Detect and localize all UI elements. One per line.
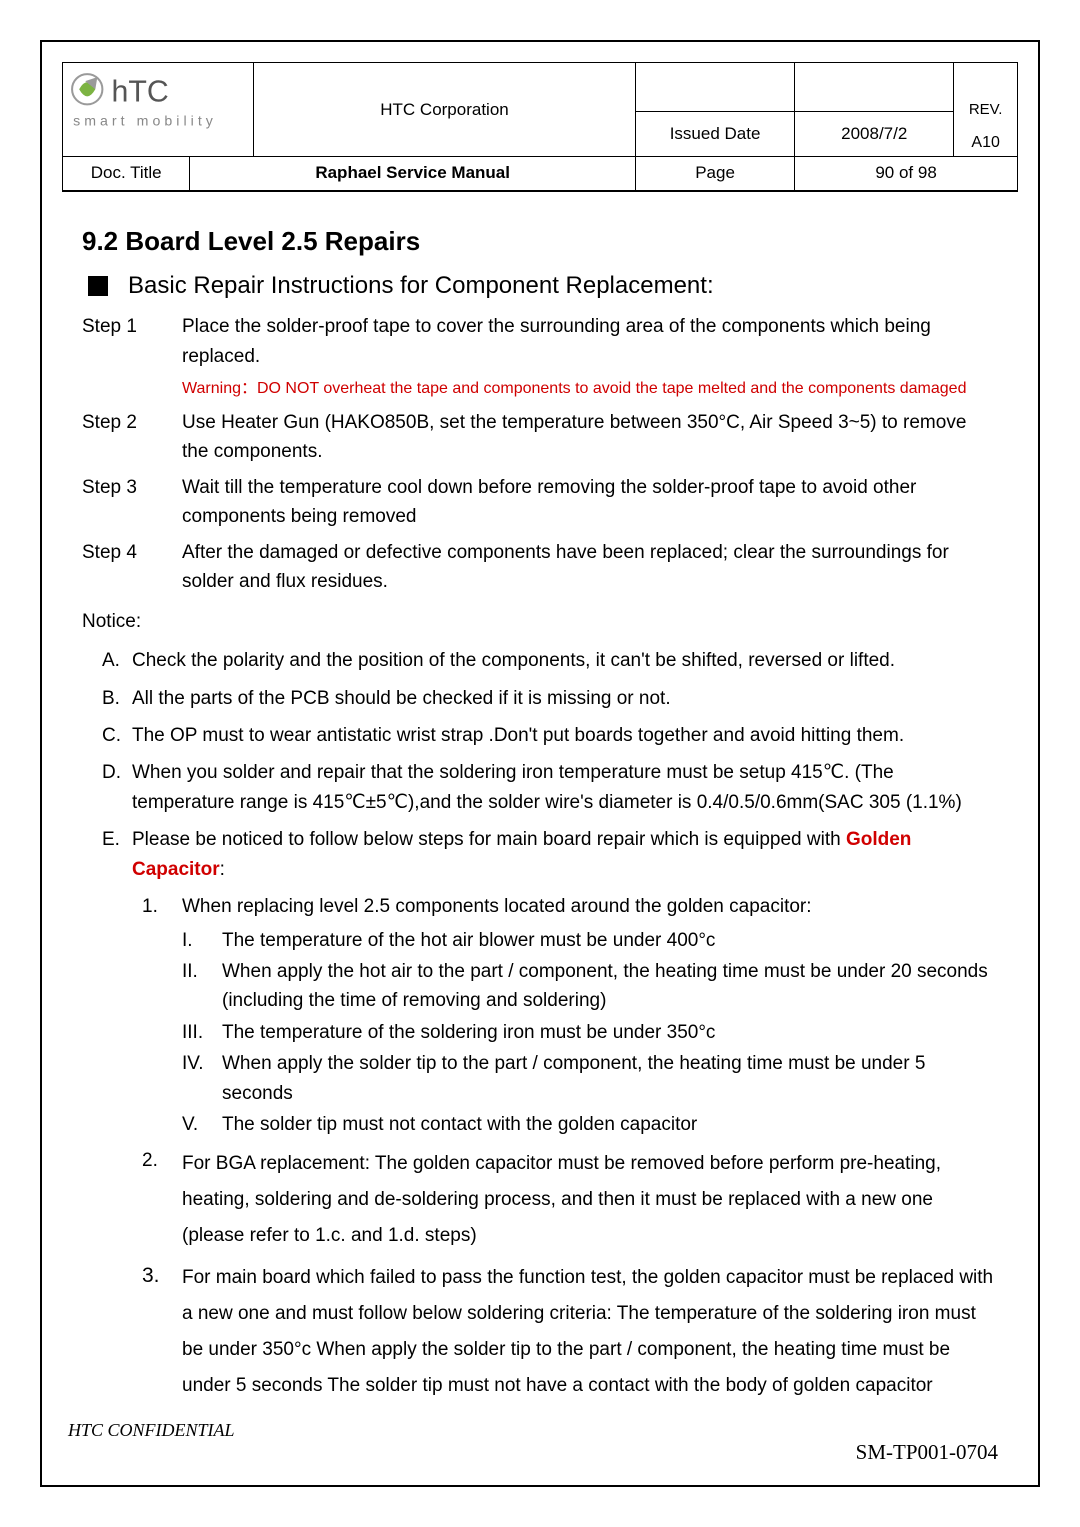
notice-e: E. Please be noticed to follow below ste… xyxy=(82,825,998,884)
subheading-row: Basic Repair Instructions for Component … xyxy=(82,267,998,304)
roman-item: IV.When apply the solder tip to the part… xyxy=(182,1049,998,1108)
page: hTC smart mobility HTC Corporation REV. … xyxy=(0,0,1080,1527)
notice-e-post: : xyxy=(220,859,225,880)
step-row: Step 4After the damaged or defective com… xyxy=(82,538,998,597)
roman-text: The temperature of the soldering iron mu… xyxy=(222,1018,715,1047)
svg-text:smart mobility: smart mobility xyxy=(73,113,217,129)
warning-text: Warning：DO NOT overheat the tape and com… xyxy=(182,377,998,402)
num-label: 3. xyxy=(142,1260,182,1404)
notice-text: When you solder and repair that the sold… xyxy=(132,758,998,817)
roman-item: III.The temperature of the soldering iro… xyxy=(182,1018,998,1047)
step-text: Wait till the temperature cool down befo… xyxy=(182,473,998,532)
notice-text: Check the polarity and the position of t… xyxy=(132,646,998,675)
notice-d: D. When you solder and repair that the s… xyxy=(82,758,998,817)
step-label: Step 3 xyxy=(82,473,182,532)
htc-logo: hTC smart mobility xyxy=(67,67,249,148)
roman-text: The solder tip must not contact with the… xyxy=(222,1110,697,1139)
step-text: Place the solder-proof tape to cover the… xyxy=(182,312,998,371)
roman-item: V.The solder tip must not contact with t… xyxy=(182,1110,998,1139)
footer-confidential: HTC CONFIDENTIAL xyxy=(68,1420,235,1441)
page-label: Page xyxy=(635,156,794,190)
notice-b: B. All the parts of the PCB should be ch… xyxy=(82,684,998,713)
notice-letter: D. xyxy=(82,758,132,817)
roman-item: II.When apply the hot air to the part / … xyxy=(182,957,998,1016)
section-heading: 9.2 Board Level 2.5 Repairs xyxy=(82,221,998,261)
logo-cell: hTC smart mobility xyxy=(63,63,254,158)
footer-docnum: SM-TP001-0704 xyxy=(856,1440,998,1465)
subheading: Basic Repair Instructions for Component … xyxy=(128,267,714,304)
step-text: Use Heater Gun (HAKO850B, set the temper… xyxy=(182,408,998,467)
rev-value: A10 xyxy=(955,134,1016,152)
doc-title: Raphael Service Manual xyxy=(190,156,636,190)
roman-text: The temperature of the hot air blower mu… xyxy=(222,926,715,955)
notice-heading: Notice: xyxy=(82,607,998,636)
issued-date: 2008/7/2 xyxy=(795,111,954,157)
steps-list: Step 1Place the solder-proof tape to cov… xyxy=(82,312,998,596)
roman-text: When apply the hot air to the part / com… xyxy=(222,957,998,1016)
notice-letter: B. xyxy=(82,684,132,713)
notice-c: C. The OP must to wear antistatic wrist … xyxy=(82,721,998,750)
empty-cell xyxy=(795,63,954,112)
step-row: Step 2Use Heater Gun (HAKO850B, set the … xyxy=(82,408,998,467)
corp-name: HTC Corporation xyxy=(254,63,636,158)
notice-text: Please be noticed to follow below steps … xyxy=(132,825,998,884)
roman-label: IV. xyxy=(182,1049,222,1108)
page-number: 90 of 98 xyxy=(795,156,1018,190)
roman-text: When apply the solder tip to the part / … xyxy=(222,1049,998,1108)
notice-text: The OP must to wear antistatic wrist str… xyxy=(132,721,998,750)
step-label: Step 4 xyxy=(82,538,182,597)
step-row: Step 1Place the solder-proof tape to cov… xyxy=(82,312,998,371)
num-text: For main board which failed to pass the … xyxy=(182,1260,998,1404)
roman-label: III. xyxy=(182,1018,222,1047)
notice-letter: A. xyxy=(82,646,132,675)
step-warning-row: Warning：DO NOT overheat the tape and com… xyxy=(82,377,998,402)
e-item-1: 1. When replacing level 2.5 components l… xyxy=(142,892,998,921)
notice-letter: E. xyxy=(82,825,132,884)
header-row2: Doc. Title Raphael Service Manual Page 9… xyxy=(62,156,1018,191)
page-frame: hTC smart mobility HTC Corporation REV. … xyxy=(40,40,1040,1487)
svg-text:hTC: hTC xyxy=(111,75,168,108)
roman-label: I. xyxy=(182,926,222,955)
roman-list: I.The temperature of the hot air blower … xyxy=(142,926,998,1140)
step-text: After the damaged or defective component… xyxy=(182,538,998,597)
notice-e-pre: Please be noticed to follow below steps … xyxy=(132,829,846,850)
empty-cell xyxy=(636,63,795,112)
notice-text: All the parts of the PCB should be check… xyxy=(132,684,998,713)
num-text: For BGA replacement: The golden capacito… xyxy=(182,1146,998,1254)
e-item-2: 2. For BGA replacement: The golden capac… xyxy=(142,1146,998,1254)
num-label: 2. xyxy=(142,1146,182,1254)
e-sublist: 1. When replacing level 2.5 components l… xyxy=(82,892,998,1404)
bullet-square-icon xyxy=(88,276,108,296)
num-label: 1. xyxy=(142,892,182,921)
issued-label: Issued Date xyxy=(636,111,795,157)
notice-a: A. Check the polarity and the position o… xyxy=(82,646,998,675)
notice-letter: C. xyxy=(82,721,132,750)
step-label: Step 1 xyxy=(82,312,182,371)
roman-item: I.The temperature of the hot air blower … xyxy=(182,926,998,955)
rev-label: REV. xyxy=(955,101,1016,118)
doc-title-label: Doc. Title xyxy=(63,156,190,190)
e-item-3: 3. For main board which failed to pass t… xyxy=(142,1260,998,1404)
roman-label: V. xyxy=(182,1110,222,1139)
roman-label: II. xyxy=(182,957,222,1016)
step-label: Step 2 xyxy=(82,408,182,467)
content-body: 9.2 Board Level 2.5 Repairs Basic Repair… xyxy=(62,191,1018,1404)
num-text: When replacing level 2.5 components loca… xyxy=(182,892,812,921)
step-row: Step 3Wait till the temperature cool dow… xyxy=(82,473,998,532)
